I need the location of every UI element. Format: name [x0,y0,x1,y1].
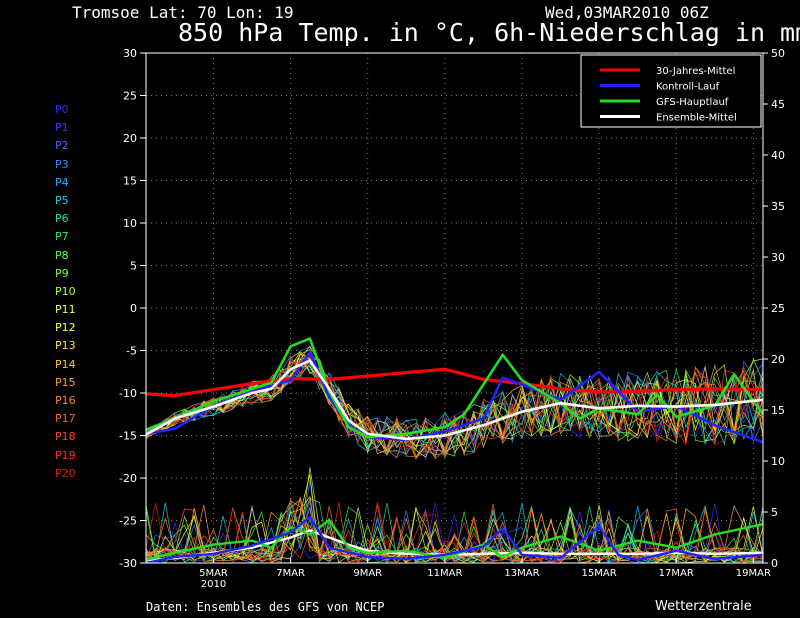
legend-label: Kontroll-Lauf [656,82,720,93]
series-lines [145,337,765,565]
run-timestamp: Wed,03MAR2010 06Z [545,3,709,22]
precip-series-line [145,529,764,563]
member-label: P0 [55,103,69,116]
series-line [145,359,764,441]
member-precip-line [145,509,764,565]
member-temp-line [145,366,764,459]
y-tick-label-right: 30 [771,251,785,264]
y-axis-left: -30 -25 -20 -15 -10 -5 0 5 10 15 20 25 30 [119,47,146,570]
x-tick-label: 11MAR [427,568,462,579]
y-tick-label-left: 30 [123,47,137,60]
grid-lines [146,53,763,563]
legend: 30-Jahres-Mittel Kontroll-Lauf GFS-Hauptla… [580,54,762,128]
member-label: P6 [55,212,69,226]
y-tick-label-left: 0 [130,302,137,315]
y-tick-label-right: 0 [771,557,778,570]
location-label: Tromsoe Lat: 70 Lon: 19 [72,3,294,22]
y-tick-label-left: -15 [119,430,137,443]
member-temp-line [145,349,764,457]
member-label: P7 [55,230,69,244]
y-tick-label-right: 50 [771,47,785,60]
y-tick-label-right: 10 [771,455,785,468]
member-label: P19 [55,448,76,462]
x-tick-label: 5MAR [199,568,228,579]
y-tick-label-left: 10 [123,217,137,230]
member-label: P16 [55,394,76,407]
y-tick-label-right: 35 [771,200,785,213]
member-label: P13 [55,339,76,353]
member-label: P2 [55,139,69,153]
series-line [145,350,764,444]
ensemble-member-lines [145,345,764,565]
y-tick-label-right: 20 [771,353,785,366]
y-tick-label-left: -30 [119,557,137,570]
data-credit: Daten: Ensembles des GFS von NCEP [146,600,385,614]
legend-label: Ensemble-Mittel [656,113,737,124]
x-year-label: 2010 [201,579,226,590]
y-tick-label-left: 15 [123,175,137,188]
member-label: P9 [55,266,69,280]
x-tick-label: 13MAR [504,568,539,579]
brand-label: Wetterzentrale [655,599,752,614]
member-label: P11 [55,303,76,317]
legend-label: GFS-Hauptlauf [656,97,729,108]
member-label: P10 [55,284,76,298]
member-label: P20 [55,466,76,480]
y-tick-label-right: 25 [771,302,785,315]
y-tick-label-left: 5 [130,260,137,273]
y-tick-label-left: -25 [119,515,137,528]
member-precip-line [145,502,764,564]
member-label: P8 [55,248,69,262]
x-tick-label: 9MAR [353,568,382,579]
member-label: P15 [55,375,76,389]
x-tick-label: 19MAR [736,568,771,579]
member-temp-line [145,365,764,460]
y-tick-label-left: 25 [123,90,137,103]
x-tick-label: 15MAR [582,568,617,579]
member-label: P5 [55,193,69,207]
member-label: P3 [55,157,69,171]
series-line [145,367,764,398]
member-list: P0 P1 P2 P3 P4 P5 P6 P7 P8 P9 P10 P11 P12 P13 P14 P15 P1… [55,101,115,483]
y-tick-label-left: -5 [126,345,137,358]
member-temp-line [145,355,764,460]
series-line [145,337,765,439]
member-label: P1 [55,121,69,135]
y-tick-label-left: -10 [119,387,137,400]
precip-series-line [145,515,764,565]
member-precip-line [145,501,764,564]
member-label: P4 [55,175,69,189]
y-tick-label-left: 20 [123,132,137,145]
y-tick-label-right: 15 [771,404,785,417]
member-temp-line [145,352,764,457]
member-label: P18 [55,430,76,444]
chart-title: 850 hPa Temp. in °C, 6h-Niederschlag in … [178,18,800,47]
legend-label: 30-Jahres-Mittel [656,66,735,77]
x-tick-label: 17MAR [659,568,694,579]
y-axis-right: 0 5 10 15 20 25 30 35 40 45 50 [763,47,785,570]
x-tick-label: 7MAR [276,568,305,579]
x-axis: 5MAR 7MAR 9MAR 11MAR 13MAR 15MAR 17MAR 19MAR 201… [199,558,771,590]
y-tick-label-left: -20 [119,472,137,485]
y-tick-label-right: 5 [771,506,778,519]
y-tick-label-right: 45 [771,98,785,111]
member-label: P14 [55,357,76,371]
plot-frame [145,52,764,564]
member-label: P17 [55,412,76,426]
member-label: P12 [55,321,76,335]
y-tick-label-right: 40 [771,149,785,162]
